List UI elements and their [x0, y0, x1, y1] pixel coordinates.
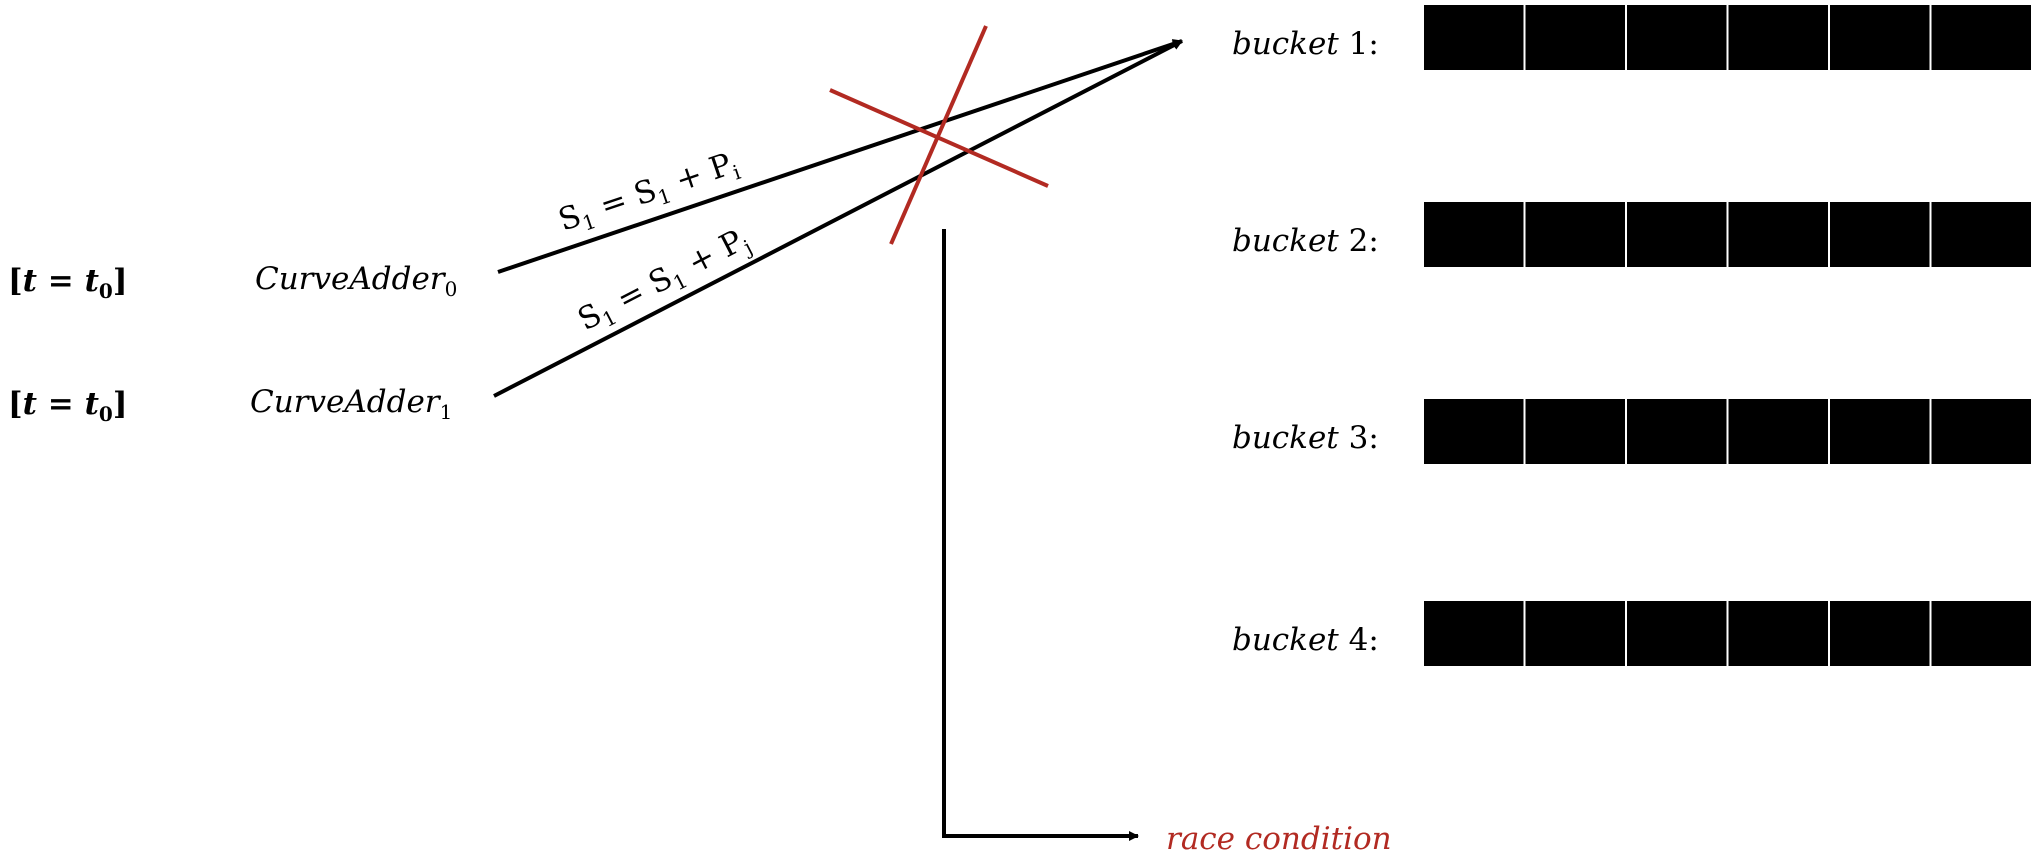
bucket-2-slot-4 [1726, 200, 1830, 269]
bucket-4-slot-1 [1422, 599, 1526, 668]
bucket-3-slots [1422, 397, 2032, 466]
bucket-3-slot-5 [1828, 397, 1932, 466]
bucket-3-slot-1 [1422, 397, 1526, 466]
bucket-1-slot-2 [1523, 3, 1627, 72]
bucket-3-slot-3 [1625, 397, 1729, 466]
bucket-2-slot-2 [1523, 200, 1627, 269]
arrow-adder1-to-bucket1 [493, 39, 1183, 398]
bucket-2-slot-5 [1828, 200, 1932, 269]
bucket-3-slot-4 [1726, 397, 1830, 466]
bucket-label-4: bucket 4: [1232, 622, 1379, 658]
bucket-1-slot-1 [1422, 3, 1526, 72]
bucket-1-slot-4 [1726, 3, 1830, 72]
time-label-1: [t = t0] [8, 386, 127, 426]
bucket-4-slot-6 [1929, 599, 2032, 668]
bucket-1-slot-3 [1625, 3, 1729, 72]
bucket-4-slots [1422, 599, 2032, 668]
bucket-2-slot-6 [1929, 200, 2032, 269]
arrow-adder0-to-bucket1 [497, 39, 1183, 274]
bucket-label-1: bucket 1: [1232, 26, 1379, 62]
equation-upper: S1 = S1 + Pi [554, 145, 744, 243]
bucket-4-slot-2 [1523, 599, 1627, 668]
bucket-2-slot-3 [1625, 200, 1729, 269]
bucket-label-2: bucket 2: [1232, 223, 1379, 259]
bucket-3-slot-2 [1523, 397, 1627, 466]
race-condition-pointer [942, 229, 1139, 841]
bucket-4-slot-4 [1726, 599, 1830, 668]
curve-adder-1: CurveAdder1 [250, 384, 452, 424]
bucket-4-slot-5 [1828, 599, 1932, 668]
bucket-label-3: bucket 3: [1232, 420, 1379, 456]
bucket-2-slot-1 [1422, 200, 1526, 269]
bucket-1-slot-5 [1828, 3, 1932, 72]
bucket-1-slots [1422, 3, 2032, 72]
time-label-0: [t = t0] [8, 263, 127, 303]
bucket-1-slot-6 [1929, 3, 2032, 72]
bucket-2-slots [1422, 200, 2032, 269]
bucket-4-slot-3 [1625, 599, 1729, 668]
conflict-cross-icon [829, 25, 1049, 245]
race-condition-label: race condition [1166, 821, 1392, 857]
curve-adder-0: CurveAdder0 [255, 261, 457, 301]
bucket-3-slot-6 [1929, 397, 2032, 466]
